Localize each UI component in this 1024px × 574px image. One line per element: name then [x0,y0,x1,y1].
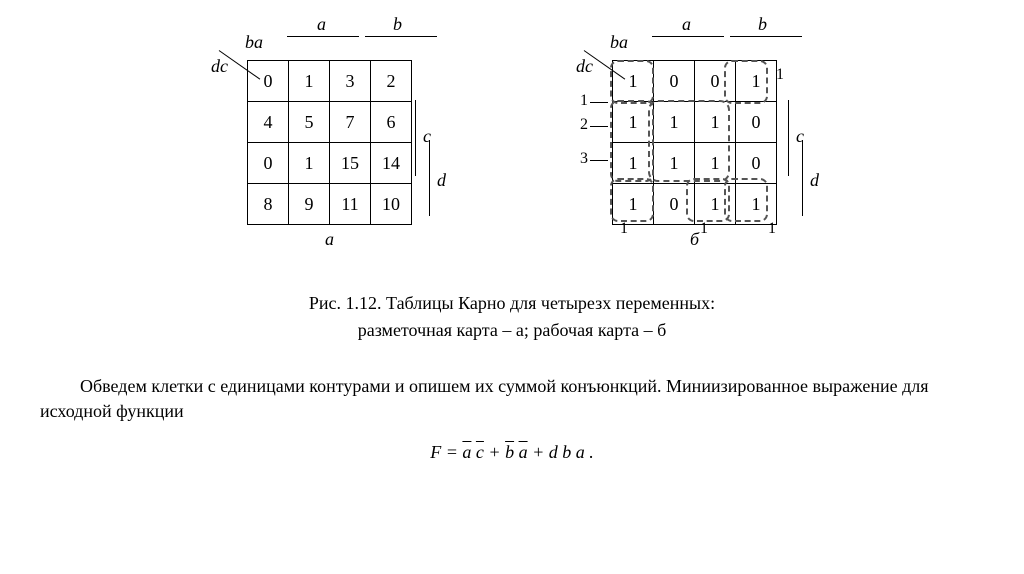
cell: 3 [330,61,371,102]
cell: 1 [695,102,736,143]
cell: 2 [371,61,412,102]
cell: 1 [654,102,695,143]
cbar-left [415,100,416,176]
cell: 0 [736,143,777,184]
arrow-2 [590,126,608,127]
caption-line2: разметочная карта – а; рабочая карта – б [358,320,667,340]
cell: 1 [613,184,654,225]
table-row: 4 5 7 6 [248,102,412,143]
formula-F: F [430,442,441,462]
arrow-1 [590,102,608,103]
figure-caption: Рис. 1.12. Таблицы Карно для четырезх пе… [40,290,984,344]
sub-label-left: а [247,229,412,250]
dbar-right [802,140,803,216]
cell: 1 [736,184,777,225]
dbar-left [429,140,430,216]
body-paragraph: Обведем клетки с единицами контурами и о… [40,374,984,424]
cell: 1 [289,143,330,184]
abar-left [287,36,359,37]
plus1: + [484,442,505,462]
cell: 9 [289,184,330,225]
term1-a: a [462,442,471,462]
cell: 7 [330,102,371,143]
corner-one-tr: 1 [776,66,784,84]
table-row: 1 1 1 0 [613,143,777,184]
caption-line1: Рис. 1.12. Таблицы Карно для четырезх пе… [309,293,715,313]
cell: 0 [695,61,736,102]
cell: 6 [371,102,412,143]
cell: 1 [736,61,777,102]
cell: 0 [248,61,289,102]
formula: F = a c + b a + d b a . [40,442,984,463]
a-label-right: a [682,14,691,35]
cell: 0 [654,61,695,102]
bbar-right [730,36,802,37]
cell: 1 [695,143,736,184]
cell: 4 [248,102,289,143]
left-num-2: 2 [580,116,588,134]
corner-one-bm: 1 [700,220,708,238]
cell: 1 [613,143,654,184]
cell: 15 [330,143,371,184]
cell: 0 [654,184,695,225]
d-label-left: d [437,170,446,191]
table-row: 8 9 11 10 [248,184,412,225]
cell: 5 [289,102,330,143]
cbar-right [788,100,789,176]
left-num-3: 3 [580,150,588,168]
kmap-right-wrap: ba dc a b c d 1 2 3 1 1 1 1 1 0 0 1 [562,20,827,280]
kmap-left-wrap: ba dc a b c d 0 1 3 2 4 5 7 6 0 1 [197,20,462,280]
arrow-3 [590,160,608,161]
formula-eq: = [441,442,462,462]
b-label-right: b [758,14,767,35]
ba-label-left: ba [245,32,263,53]
sub-label-right: б [612,229,777,250]
formula-dot: . [585,442,594,462]
table-row: 0 1 3 2 [248,61,412,102]
term2-a: a [519,442,528,462]
kmap-diagrams: ba dc a b c d 0 1 3 2 4 5 7 6 0 1 [40,20,984,280]
ba-label-right: ba [610,32,628,53]
cell: 1 [654,143,695,184]
cell: 10 [371,184,412,225]
dc-label-left: dc [211,56,228,77]
corner-one-br: 1 [768,220,776,238]
a-label-left: a [317,14,326,35]
cell: 1 [613,61,654,102]
cell: 1 [613,102,654,143]
corner-one-bl: 1 [620,220,628,238]
kmap-right-table: 1 0 0 1 1 1 1 0 1 1 1 0 1 0 1 1 [612,60,777,225]
cell: 8 [248,184,289,225]
bbar-left [365,36,437,37]
plus2: + [528,442,549,462]
term3: d b a [549,442,585,462]
table-row: 1 0 1 1 [613,184,777,225]
table-row: 0 1 15 14 [248,143,412,184]
cell: 0 [248,143,289,184]
table-row: 1 0 0 1 [613,61,777,102]
cell: 14 [371,143,412,184]
left-num-1: 1 [580,92,588,110]
b-label-left: b [393,14,402,35]
d-label-right: d [810,170,819,191]
cell: 11 [330,184,371,225]
kmap-left-table: 0 1 3 2 4 5 7 6 0 1 15 14 8 9 11 10 [247,60,412,225]
abar-right [652,36,724,37]
term1-c: c [476,442,484,462]
cell: 1 [289,61,330,102]
cell: 0 [736,102,777,143]
cell: 1 [695,184,736,225]
dc-label-right: dc [576,56,593,77]
term2-b: b [505,442,514,462]
table-row: 1 1 1 0 [613,102,777,143]
